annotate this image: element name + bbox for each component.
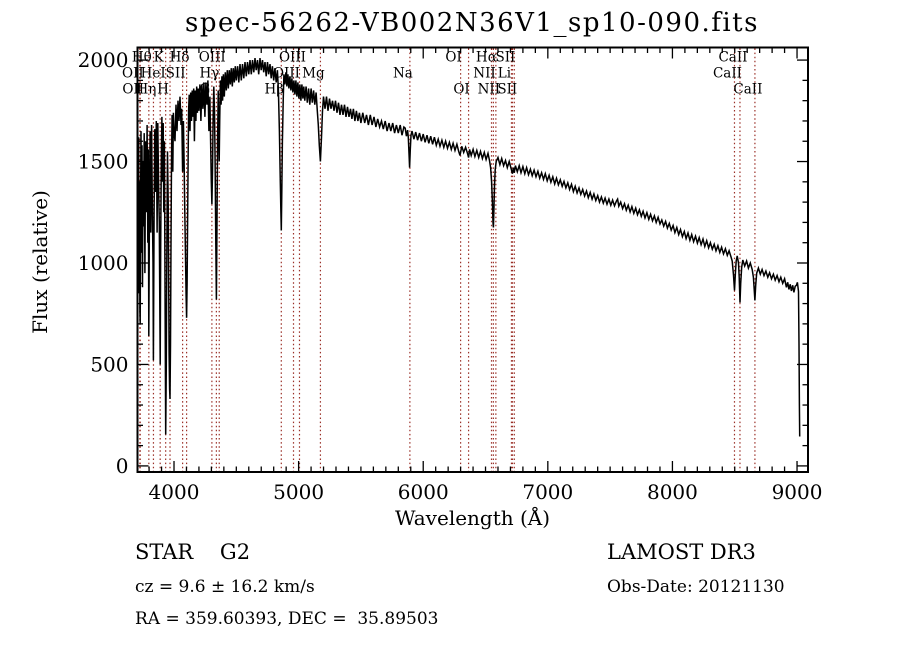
axis-tick-labels: 4000 5000 6000 7000 8000 9000 0 500 1000 1500 2000 bbox=[78, 48, 823, 504]
spectral-line-markers bbox=[139, 48, 756, 471]
spectral-line-label: Hθ bbox=[132, 50, 152, 66]
spectral-line-label: SII bbox=[495, 50, 515, 66]
y-tick-label: 2000 bbox=[78, 48, 129, 72]
spectrum-line bbox=[136, 58, 801, 437]
spectral-line-label: OII bbox=[122, 66, 144, 82]
spectral-line-label: OI bbox=[453, 82, 469, 98]
spectral-line-label: Hδ bbox=[170, 50, 190, 66]
spectral-line-label: OII bbox=[122, 82, 144, 98]
x-tick-label: 5000 bbox=[273, 480, 324, 504]
spectral-line-label: Li bbox=[498, 66, 512, 82]
spectral-line-label: SII bbox=[166, 66, 186, 82]
spectral-line-label: SII bbox=[497, 82, 517, 98]
spectrum-trace bbox=[136, 58, 801, 437]
survey-release-label: LAMOST DR3 bbox=[607, 540, 756, 564]
spectral-line-label: CaII bbox=[733, 82, 762, 98]
x-tick-label: 9000 bbox=[772, 480, 823, 504]
axis-ticks bbox=[137, 47, 808, 472]
x-tick-label: 8000 bbox=[647, 480, 698, 504]
x-tick-label: 4000 bbox=[149, 480, 200, 504]
y-tick-label: 1000 bbox=[78, 251, 129, 275]
plot-title: spec-56262-VB002N36V1_sp10-090.fits bbox=[185, 8, 759, 38]
spectral-line-label: OIII bbox=[279, 50, 306, 66]
plot-box bbox=[136, 46, 809, 473]
spectral-line-label: H bbox=[157, 82, 169, 98]
y-axis-label: Flux (relative) bbox=[28, 190, 52, 334]
x-tick-label: 7000 bbox=[522, 480, 573, 504]
object-class-label: STAR G2 bbox=[135, 540, 251, 564]
plot-frame bbox=[136, 46, 809, 473]
spectral-line-label: HeI bbox=[141, 66, 166, 82]
spectral-line-label: OIII bbox=[199, 50, 226, 66]
spectral-line-label: K bbox=[154, 50, 165, 66]
spectral-line-label: Na bbox=[393, 66, 413, 82]
y-tick-label: 500 bbox=[90, 352, 128, 376]
spectral-line-label: OI bbox=[445, 50, 461, 66]
ra-dec-label: RA = 359.60393, DEC = 35.89503 bbox=[135, 609, 439, 629]
spectral-line-label: CaII bbox=[718, 50, 747, 66]
spectral-line-label: Mg bbox=[302, 66, 325, 82]
spectral-line-label: NII bbox=[478, 82, 500, 98]
spectral-line-label: G bbox=[199, 82, 210, 98]
x-axis-label: Wavelength (Å) bbox=[394, 506, 551, 530]
spectral-line-label: Hγ bbox=[199, 66, 219, 82]
spectral-line-label: OIII bbox=[273, 66, 300, 82]
y-tick-label: 1500 bbox=[78, 150, 129, 174]
spectral-line-label: Hη bbox=[137, 82, 157, 98]
obs-date-label: Obs-Date: 20121130 bbox=[607, 577, 785, 597]
x-tick-label: 6000 bbox=[398, 480, 449, 504]
spectral-line-label: Hα bbox=[476, 50, 497, 66]
y-tick-label: 0 bbox=[116, 454, 129, 478]
spectral-line-label: Hβ bbox=[265, 82, 285, 98]
spectral-line-label: NII bbox=[473, 66, 495, 82]
cz-velocity-label: cz = 9.6 ± 16.2 km/s bbox=[135, 577, 315, 597]
spectral-line-label: CaII bbox=[713, 66, 742, 82]
